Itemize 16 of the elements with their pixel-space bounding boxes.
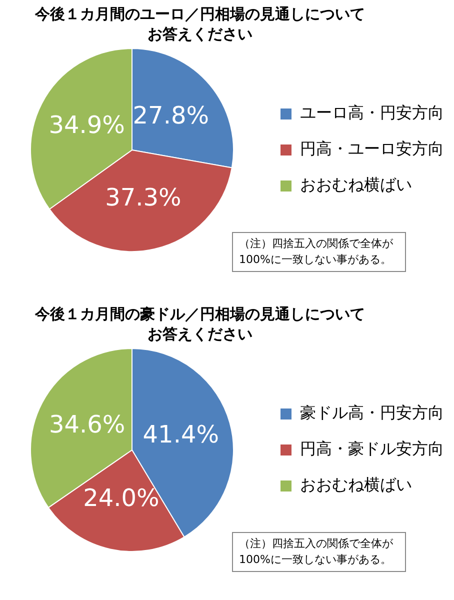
legend-label: おおむね横ばい (300, 175, 412, 194)
legend-label: 豪ドル高・円安方向 (300, 403, 444, 422)
legend-label: 円高・ユーロ安方向 (300, 139, 444, 158)
data-label: 34.6% (48, 410, 126, 439)
data-label: 24.0% (83, 484, 160, 512)
legend-label: 円高・豪ドル安方向 (300, 439, 444, 458)
data-label: 37.3% (105, 184, 182, 212)
chart-title: 今後１カ月間の豪ドル／円相場の見通しについてお答えください (34, 304, 366, 344)
data-label: 41.4% (142, 420, 220, 449)
text: （注）四捨五入の関係で全体が100%に一致しない事がある。 (232, 532, 406, 572)
data-label: 27.8% (132, 102, 210, 130)
legend-label: ユーロ高・円安方向 (300, 103, 444, 122)
data-label: 34.9% (48, 111, 125, 140)
chart-title: 今後１カ月間のユーロ／円相場の見通しについてお答えください (34, 4, 366, 44)
legend-label: おおむね横ばい (300, 475, 412, 494)
text: （注）四捨五入の関係で全体が100%に一致しない事がある。 (232, 232, 406, 272)
